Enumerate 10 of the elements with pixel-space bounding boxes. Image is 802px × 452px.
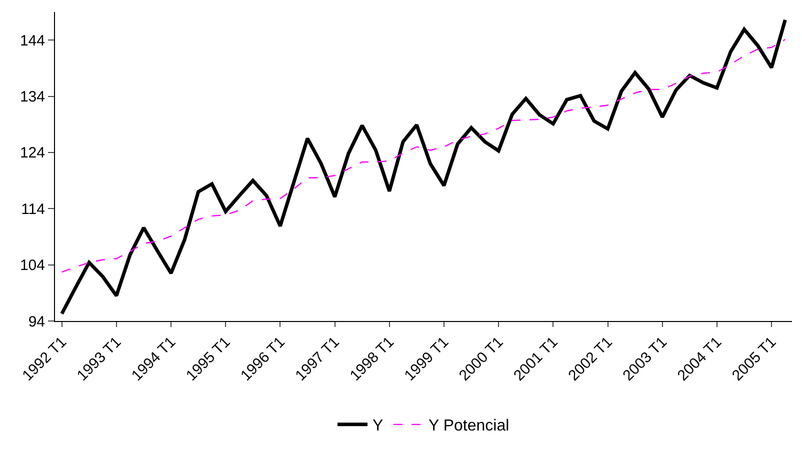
line-series [61,38,786,273]
y-tick-label: 114 [21,200,45,218]
legend-label: Y Potencial [428,418,510,435]
y-tick-label: 124 [20,144,45,162]
line-series [60,18,787,316]
y-tick-label: 134 [20,88,45,106]
y-tick-label: 144 [20,32,45,50]
legend-label: Y [372,418,384,435]
y-tick-label: 104 [20,257,45,274]
y-tick-label: 94 [28,313,45,330]
